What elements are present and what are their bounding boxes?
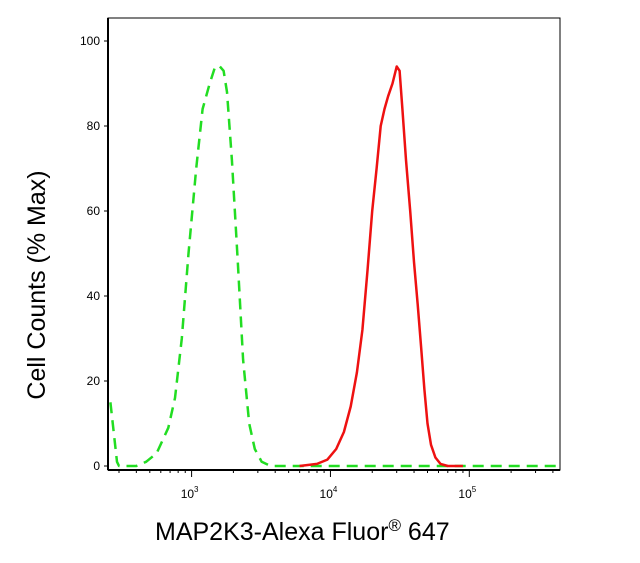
dashed-series-line — [109, 65, 560, 468]
registered-mark: ® — [388, 516, 401, 535]
x-tick-label: 104 — [320, 485, 338, 501]
x-axis-title: MAP2K3-Alexa Fluor® 647 — [155, 516, 450, 546]
y-axis-title: Cell Counts (% Max) — [23, 170, 51, 399]
x-tick-exponent: 5 — [472, 485, 477, 494]
x-tick-exponent: 4 — [333, 485, 338, 494]
y-tick-label: 100 — [80, 34, 100, 48]
x-tick-base: 10 — [320, 487, 334, 501]
solid-series-line — [299, 65, 463, 468]
y-tick-label: 60 — [87, 204, 101, 218]
y-tick-label: 40 — [87, 289, 101, 303]
x-axis-title-suffix: 647 — [401, 518, 450, 546]
y-tick-label: 0 — [93, 459, 100, 473]
plot-area-frame — [107, 17, 561, 471]
y-tick-label: 80 — [87, 119, 101, 133]
x-axis-title-text: MAP2K3-Alexa Fluor — [155, 518, 388, 546]
x-tick-label: 103 — [181, 485, 199, 501]
x-tick-label: 105 — [458, 485, 476, 501]
series-layer — [109, 65, 560, 468]
x-tick-base: 10 — [458, 487, 472, 501]
x-axis-ticks: 103 104 105 — [118, 470, 554, 501]
x-tick-exponent: 3 — [194, 485, 199, 494]
x-tick-base: 10 — [181, 487, 195, 501]
y-axis-ticks: 0 20 40 60 80 100 — [80, 34, 108, 473]
y-tick-label: 20 — [87, 374, 101, 388]
